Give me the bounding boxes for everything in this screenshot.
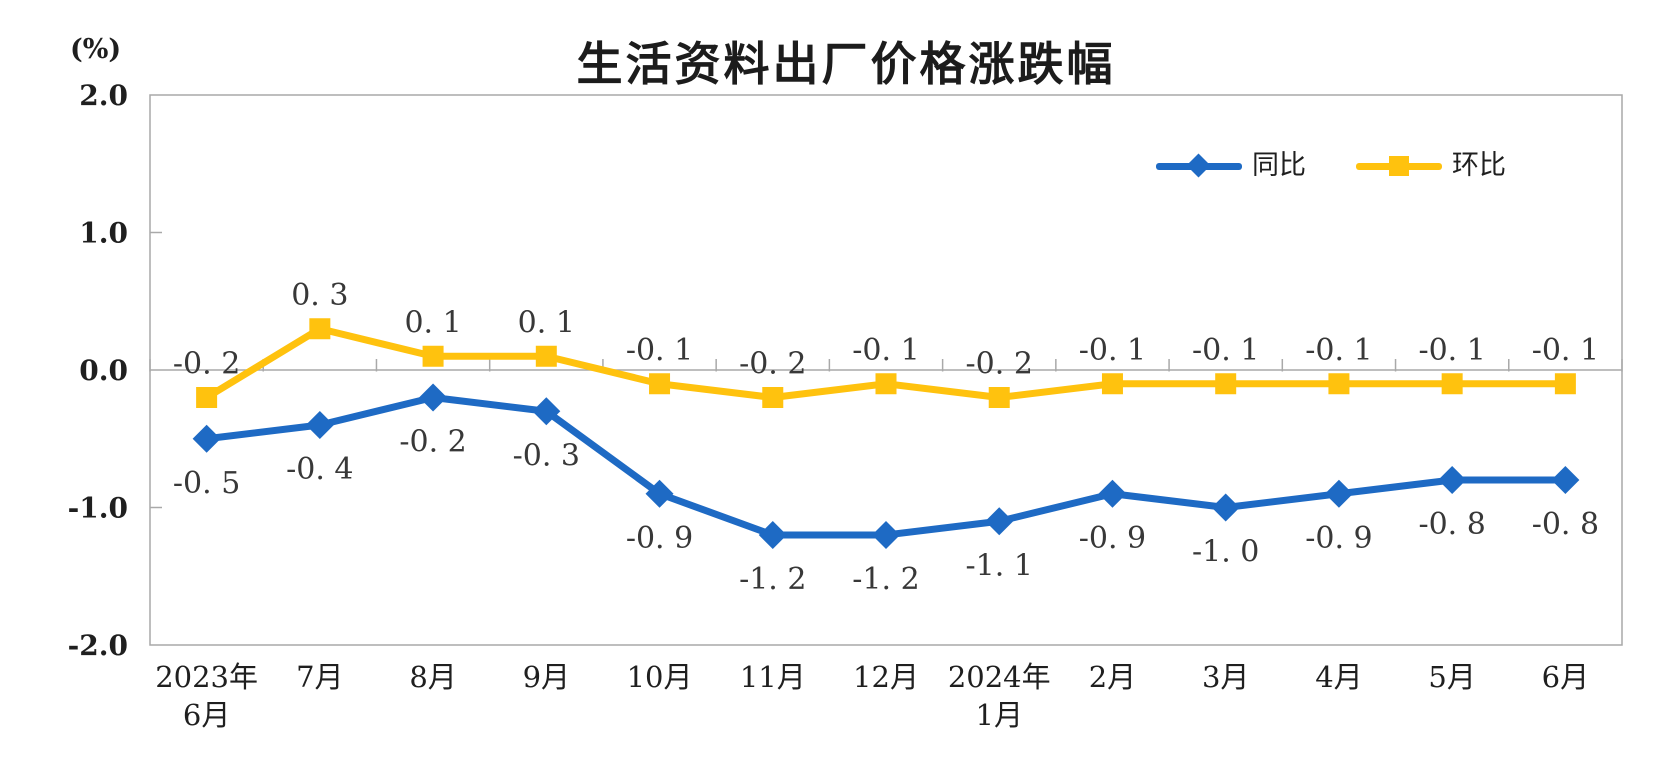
data-label: 0. 1 [518,305,575,340]
data-point-marker-square [1101,373,1123,395]
data-label: -0. 9 [1079,521,1146,556]
y-tick-label: 1.0 [79,217,128,250]
data-point-marker-diamond [1551,466,1580,494]
data-point-marker-square [1328,373,1350,395]
data-label: -0. 9 [626,521,693,556]
x-tick-label: 2023年 [155,660,258,694]
yoy-legend-swatch [1156,152,1242,178]
x-tick-label: 6月 [183,698,230,732]
data-point-marker-square [1441,373,1463,395]
data-point-marker-diamond [1438,466,1467,494]
data-label: -0. 4 [286,452,353,487]
y-tick-label: 0.0 [79,354,128,387]
x-tick-label: 5月 [1428,660,1475,694]
x-tick-label: 1月 [976,698,1023,732]
data-label: -0. 8 [1418,507,1485,542]
data-point-marker-diamond [872,521,900,549]
data-point-marker-diamond [1211,493,1240,522]
data-label: -0. 8 [1532,507,1599,542]
y-axis-unit-label: (%) [70,34,122,65]
data-point-marker-diamond [419,383,448,412]
data-label: -0. 9 [1305,521,1372,556]
y-tick-label: -2.0 [68,629,128,662]
data-label: -0. 1 [1418,333,1485,368]
diamond-marker-icon [1186,152,1211,178]
data-label: -0. 2 [173,347,240,382]
x-tick-label: 7月 [296,660,343,694]
data-label: -0. 2 [399,425,466,460]
data-point-marker-square [875,373,897,395]
legend-label-yoy: 同比 [1252,150,1306,181]
x-tick-label: 4月 [1315,660,1362,694]
data-label: -0. 1 [1305,333,1372,368]
x-tick-label: 2月 [1089,660,1136,694]
data-label: -0. 1 [1532,333,1599,368]
legend-label-mom: 环比 [1452,150,1506,181]
data-point-marker-square [535,345,557,367]
data-point-marker-diamond [985,507,1014,536]
x-tick-label: 9月 [523,660,570,694]
data-label: -1. 0 [1192,535,1259,570]
series-line-同比 [203,394,1569,539]
x-tick-label: 3月 [1202,660,1249,694]
data-label: -0. 1 [852,333,919,368]
data-point-marker-diamond [1098,479,1127,508]
data-label: -1. 1 [966,548,1033,583]
data-label: -0. 5 [173,466,240,501]
x-tick-label: 11月 [740,660,806,694]
data-point-marker-diamond [758,521,787,549]
data-label: 0. 3 [291,278,348,313]
mom-legend-swatch [1356,154,1442,178]
legend-item-mom: 环比 [1356,152,1506,179]
x-tick-label: 2024年 [948,660,1051,694]
data-label: -0. 1 [1192,333,1259,368]
y-tick-label: -1.0 [68,492,128,525]
data-point-marker-square [309,318,331,340]
data-point-marker-diamond [532,397,561,426]
data-label: -0. 2 [739,347,806,382]
data-point-marker-square [762,387,784,408]
data-point-marker-square [1215,373,1237,395]
data-label: -0. 3 [513,438,580,473]
data-point-marker-square [649,373,671,395]
x-tick-label: 12月 [853,660,919,694]
square-marker-icon [1389,155,1409,176]
data-label: -0. 1 [1079,333,1146,368]
chart-title: 生活资料出厂价格涨跌幅 [576,38,1116,90]
data-label: -1. 2 [739,562,806,597]
legend: 同比 环比 [1156,152,1506,179]
data-label: -0. 1 [626,333,693,368]
data-point-marker-square [1554,373,1576,395]
data-point-marker-diamond [305,411,334,439]
x-tick-label: 8月 [409,660,456,694]
data-point-marker-diamond [645,479,674,508]
data-label: -0. 2 [966,347,1033,382]
y-tick-label: 2.0 [79,79,128,112]
data-point-marker-square [422,345,444,367]
data-label: -1. 2 [852,562,919,597]
data-point-marker-diamond [1324,479,1353,508]
data-label: 0. 1 [404,305,461,340]
data-point-marker-square [988,387,1010,408]
x-tick-label: 10月 [627,660,693,694]
legend-item-yoy: 同比 [1156,152,1306,179]
x-tick-label: 6月 [1542,660,1589,694]
data-point-marker-square [196,387,218,408]
data-point-marker-diamond [192,424,221,453]
